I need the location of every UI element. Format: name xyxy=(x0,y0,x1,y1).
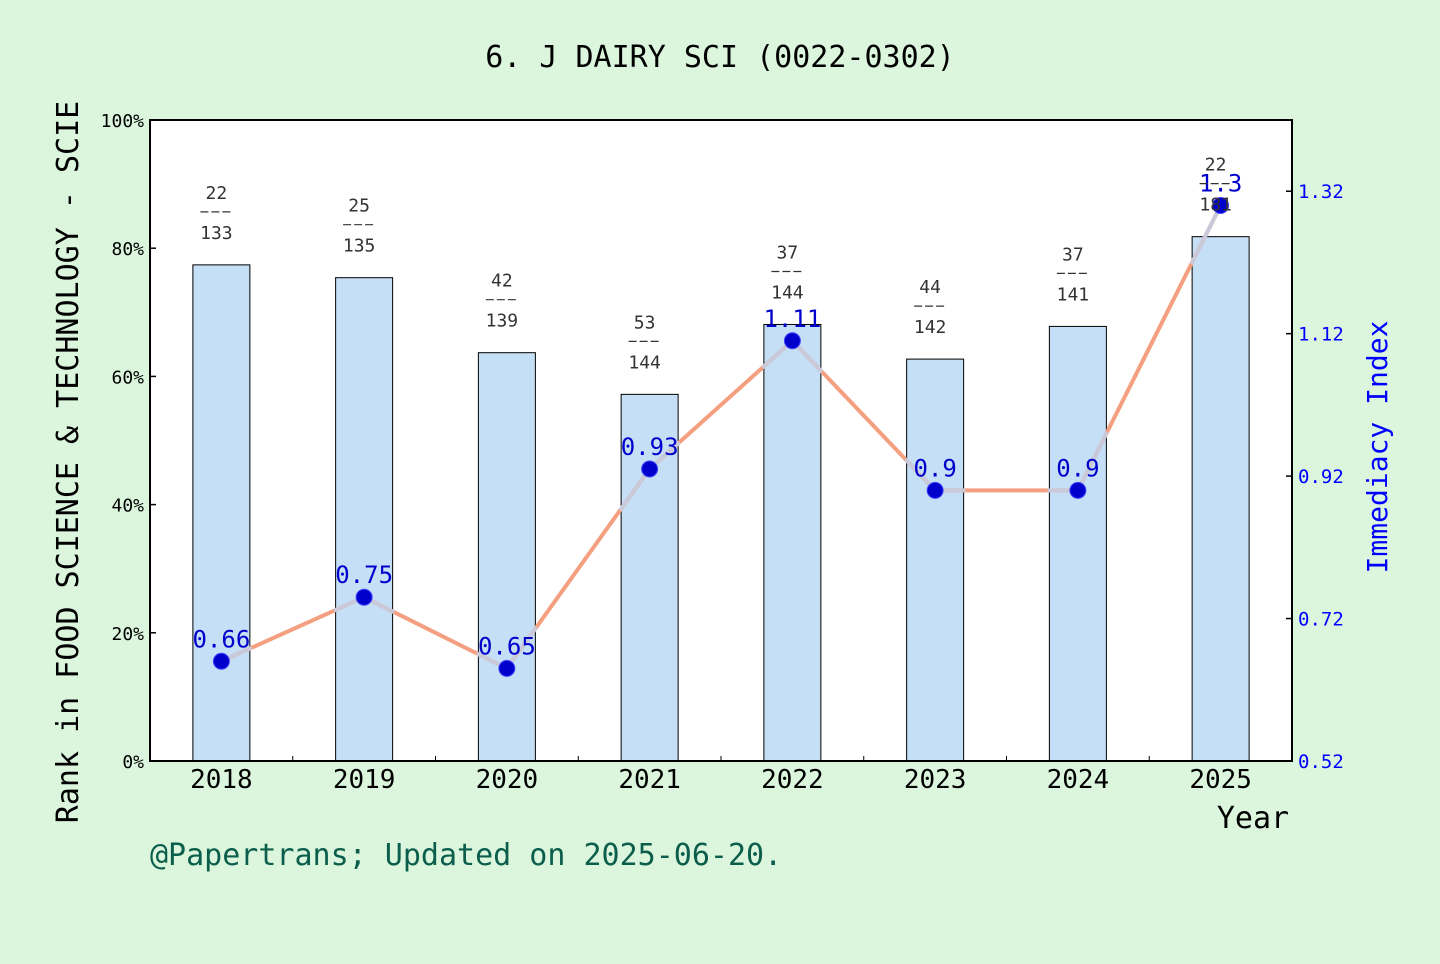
line-segment-overlay xyxy=(1075,431,1109,493)
bar-total-label: 181 xyxy=(1199,195,1232,216)
bar-rank-label: 44 xyxy=(919,277,941,298)
right-tick-label: 0.52 xyxy=(1298,751,1344,773)
line-value-label: 1.11 xyxy=(763,305,821,333)
bar-rank-label: 53 xyxy=(634,312,656,333)
bar-2018 xyxy=(192,264,251,762)
line-point-2020 xyxy=(498,659,516,677)
bar-total-label: 135 xyxy=(343,236,376,257)
line-point-2021 xyxy=(641,460,659,478)
right-tick-label: 1.32 xyxy=(1298,181,1344,203)
right-axis-ticks: 0.52 0.72 0.92 1.12 1.32 xyxy=(1286,181,1344,773)
bars-layer xyxy=(192,236,1250,762)
labels-layer: 22 133 25 135 42 139 53 144 37 144 44 142 37 141 22 181 xyxy=(200,155,1232,374)
bar-2025 xyxy=(1191,236,1250,762)
line-value-label: 0.66 xyxy=(192,625,250,653)
bar-total-label: 142 xyxy=(914,317,947,338)
left-tick-label: 20% xyxy=(111,624,144,645)
line-point-2025 xyxy=(1212,196,1230,214)
line-value-label: 0.9 xyxy=(1056,454,1099,482)
bar-rank-label: 22 xyxy=(206,183,228,204)
line-value-label: 0.93 xyxy=(621,433,679,461)
bar-total-label: 144 xyxy=(771,282,804,303)
x-tick-label: 2018 xyxy=(190,765,253,795)
left-tick-label: 80% xyxy=(111,239,144,260)
chart-title: 6. J DAIRY SCI (0022-0302) xyxy=(485,40,955,75)
bar-2024 xyxy=(1048,325,1107,762)
bar-2022 xyxy=(763,323,822,762)
markers-layer: 0.660.750.650.931.110.9 0.91.3 xyxy=(192,169,1242,677)
left-axis-title: Rank in FOOD SCIENCE & TECHNOLOGY - SCIE xyxy=(51,101,86,823)
x-axis-ticks: 2018 2019 2020 2021 2022 2023 2024 2025 xyxy=(190,756,1252,795)
right-axis-title: Immediacy Index xyxy=(1361,321,1394,574)
x-tick-label: 2022 xyxy=(761,765,824,795)
bar-rank-label: 37 xyxy=(1062,244,1084,265)
right-tick-label: 0.72 xyxy=(1298,609,1344,631)
line-value-label: 0.75 xyxy=(335,561,393,589)
bar-total-label: 139 xyxy=(486,311,519,332)
bar-2021 xyxy=(620,393,679,762)
bar-2023 xyxy=(906,358,965,762)
footer-credit: @Papertrans; Updated on 2025-06-20. xyxy=(150,838,782,873)
x-tick-label: 2021 xyxy=(618,765,681,795)
x-tick-label: 2019 xyxy=(333,765,396,795)
bar-total-label: 141 xyxy=(1057,284,1090,305)
bar-2019 xyxy=(335,277,394,762)
line-value-label: 0.9 xyxy=(913,454,956,482)
left-tick-label: 0% xyxy=(122,752,144,773)
bar-rank-label: 42 xyxy=(491,271,513,292)
x-axis-title: Year xyxy=(1217,801,1289,836)
line-point-2022 xyxy=(783,332,801,350)
plot-area xyxy=(150,120,1292,761)
x-tick-label: 2025 xyxy=(1189,765,1252,795)
x-tick-label: 2020 xyxy=(476,765,539,795)
line-point-2024 xyxy=(1069,481,1087,499)
line-segment-overlay xyxy=(1190,203,1223,265)
left-axis-ticks: 0% 20% 40% 60% 80% 100% xyxy=(101,111,156,773)
bar-rank-label: 25 xyxy=(348,196,370,217)
right-tick-label: 1.12 xyxy=(1298,324,1344,346)
bar-2020 xyxy=(477,352,536,762)
x-tick-label: 2023 xyxy=(904,765,967,795)
line-point-2018 xyxy=(212,652,230,670)
line-point-2019 xyxy=(355,588,373,606)
bar-total-label: 144 xyxy=(628,352,661,373)
bar-rank-label: 22 xyxy=(1205,155,1227,176)
right-tick-label: 0.92 xyxy=(1298,466,1344,488)
left-tick-label: 40% xyxy=(111,496,144,517)
left-tick-label: 60% xyxy=(111,367,144,388)
left-tick-label: 100% xyxy=(101,111,145,132)
line-point-2023 xyxy=(926,481,944,499)
line-value-label: 0.65 xyxy=(478,632,536,660)
bar-total-label: 133 xyxy=(200,223,233,244)
x-tick-label: 2024 xyxy=(1047,765,1110,795)
bar-rank-label: 37 xyxy=(777,242,799,263)
